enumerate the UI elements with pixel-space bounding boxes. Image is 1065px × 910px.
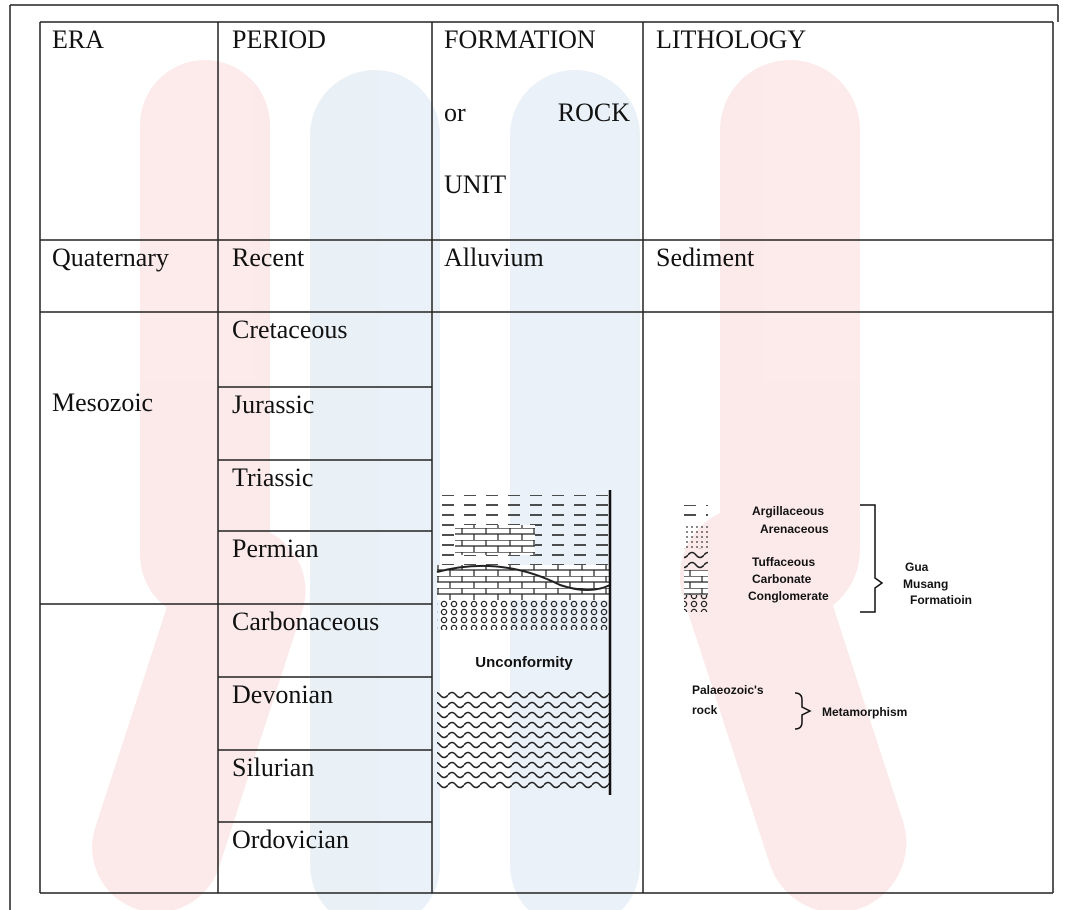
diagram-label: Argillaceous	[752, 504, 824, 518]
diagram-label: Carbonate	[752, 572, 812, 586]
header-cell: LITHOLOGY	[656, 25, 806, 54]
period-cell: Cretaceous	[232, 315, 348, 344]
period-cell: Ordovician	[232, 825, 349, 854]
diagram-label: Palaeozoic's	[692, 683, 764, 697]
header-cell: PERIOD	[232, 25, 326, 54]
period-cell: Triassic	[232, 463, 313, 492]
header-cell: ERA	[52, 25, 104, 54]
cell: Alluvium	[444, 243, 544, 272]
period-cell: Jurassic	[232, 390, 314, 419]
period-list: Cretaceous Jurassic Triassic Permian Carbona…	[232, 315, 379, 854]
diagram-label: Musang	[903, 577, 948, 591]
lithology-diagram: Argillaceous Arenaceous Tuffaceous Carbo…	[684, 504, 972, 730]
cell: Quaternary	[52, 243, 169, 272]
period-cell: Permian	[232, 534, 319, 563]
diagram-label: Unconformity	[475, 654, 573, 671]
diagram-label: Conglomerate	[748, 589, 829, 603]
diagram-label: Tuffaceous	[752, 555, 815, 569]
header-cell: ROCK	[558, 98, 630, 127]
formation-diagram: Unconformity	[436, 490, 612, 795]
header-cell: or	[444, 98, 466, 127]
diagram-label: Arenaceous	[760, 522, 829, 536]
cell: Recent	[232, 243, 305, 272]
diagram-label: Gua	[905, 560, 929, 574]
period-cell: Carbonaceous	[232, 607, 379, 636]
cell: Mesozoic	[52, 388, 153, 417]
header-cell: FORMATION	[444, 25, 596, 54]
diagram-label: Formatioin	[910, 593, 972, 607]
diagram-label: rock	[692, 703, 718, 717]
cell: Sediment	[656, 243, 755, 272]
diagram-label: Metamorphism	[822, 705, 907, 719]
table-grid	[9, 4, 1059, 910]
header-cell: UNIT	[444, 170, 506, 199]
period-cell: Silurian	[232, 753, 314, 782]
period-cell: Devonian	[232, 680, 333, 709]
